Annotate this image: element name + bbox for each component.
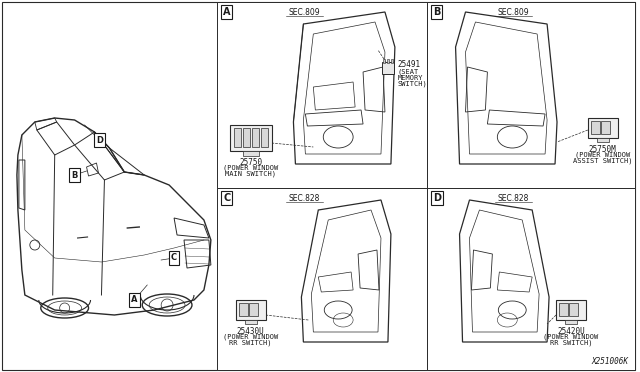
- Text: 25420U: 25420U: [557, 327, 585, 336]
- Text: 25750: 25750: [239, 158, 262, 167]
- Text: (POWER WINDOW: (POWER WINDOW: [223, 164, 278, 170]
- Bar: [569, 303, 578, 316]
- Bar: [601, 121, 610, 134]
- Text: SEC.809: SEC.809: [497, 8, 529, 17]
- Bar: [427, 188, 635, 370]
- Bar: [234, 128, 241, 147]
- Text: A: A: [131, 295, 138, 305]
- Bar: [244, 320, 257, 324]
- Bar: [260, 128, 268, 147]
- Text: B: B: [72, 170, 78, 180]
- Bar: [230, 125, 271, 151]
- Text: SEC.809: SEC.809: [289, 8, 320, 17]
- Bar: [391, 59, 393, 63]
- Text: ASSIST SWITCH): ASSIST SWITCH): [573, 157, 632, 164]
- Text: A: A: [223, 7, 230, 17]
- Text: RR SWITCH): RR SWITCH): [229, 339, 272, 346]
- Bar: [591, 121, 600, 134]
- Bar: [427, 2, 635, 188]
- Text: D: D: [96, 135, 103, 144]
- Bar: [382, 62, 394, 74]
- Text: SWITCH): SWITCH): [398, 81, 428, 87]
- Text: (POWER WINDOW: (POWER WINDOW: [543, 333, 598, 340]
- Text: RR SWITCH): RR SWITCH): [550, 339, 592, 346]
- Text: 25491: 25491: [398, 60, 421, 68]
- Text: D: D: [433, 193, 441, 203]
- Text: C: C: [223, 193, 230, 203]
- Text: 25430U: 25430U: [237, 327, 264, 336]
- Bar: [217, 188, 427, 370]
- Bar: [252, 128, 259, 147]
- Text: SEC.828: SEC.828: [289, 194, 320, 203]
- Text: 25750M: 25750M: [589, 145, 617, 154]
- Text: X251006K: X251006K: [591, 357, 628, 366]
- Bar: [243, 128, 250, 147]
- Text: B: B: [433, 7, 440, 17]
- Bar: [249, 303, 258, 316]
- Bar: [588, 118, 618, 138]
- Bar: [559, 303, 568, 316]
- Text: (POWER WINDOW: (POWER WINDOW: [223, 333, 278, 340]
- Bar: [239, 303, 248, 316]
- Text: (SEAT: (SEAT: [398, 69, 419, 75]
- Bar: [556, 300, 586, 320]
- Text: SEC.828: SEC.828: [497, 194, 529, 203]
- Bar: [387, 59, 389, 63]
- Bar: [236, 300, 266, 320]
- Text: MAIN SWITCH): MAIN SWITCH): [225, 170, 276, 176]
- Text: (POWER WINDOW: (POWER WINDOW: [575, 151, 630, 157]
- Bar: [243, 151, 259, 156]
- Bar: [565, 320, 577, 324]
- Text: C: C: [171, 253, 177, 263]
- Bar: [597, 138, 609, 142]
- Text: MEMORY: MEMORY: [398, 75, 424, 81]
- Bar: [217, 2, 427, 188]
- Bar: [383, 59, 385, 63]
